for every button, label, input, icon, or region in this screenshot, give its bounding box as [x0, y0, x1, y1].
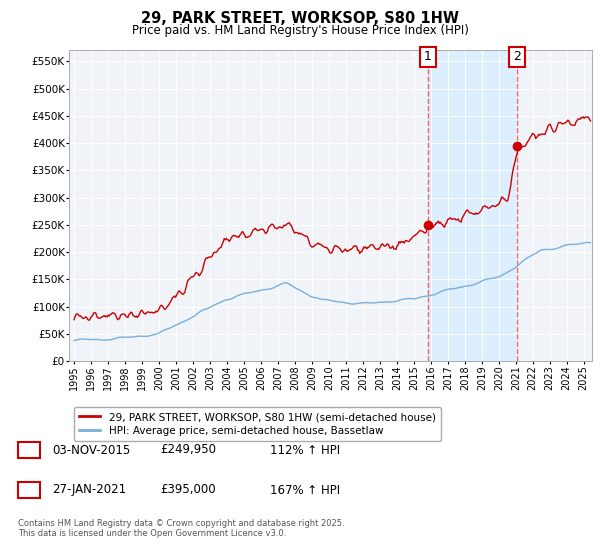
Text: 2: 2 — [513, 50, 521, 63]
Text: 03-NOV-2015: 03-NOV-2015 — [52, 444, 130, 456]
Text: 1: 1 — [25, 444, 33, 456]
Bar — [428, 50, 517, 361]
Text: £249,950: £249,950 — [160, 444, 216, 456]
FancyBboxPatch shape — [18, 442, 40, 458]
Text: 112% ↑ HPI: 112% ↑ HPI — [270, 444, 340, 456]
Text: 27-JAN-2021: 27-JAN-2021 — [52, 483, 126, 497]
Text: £395,000: £395,000 — [160, 483, 215, 497]
Legend: 29, PARK STREET, WORKSOP, S80 1HW (semi-detached house), HPI: Average price, sem: 29, PARK STREET, WORKSOP, S80 1HW (semi-… — [74, 407, 441, 441]
Text: 29, PARK STREET, WORKSOP, S80 1HW: 29, PARK STREET, WORKSOP, S80 1HW — [141, 11, 459, 26]
Text: Contains HM Land Registry data © Crown copyright and database right 2025.
This d: Contains HM Land Registry data © Crown c… — [18, 519, 344, 538]
Text: 1: 1 — [424, 50, 432, 63]
Text: 167% ↑ HPI: 167% ↑ HPI — [270, 483, 340, 497]
Text: Price paid vs. HM Land Registry's House Price Index (HPI): Price paid vs. HM Land Registry's House … — [131, 24, 469, 36]
Text: 2: 2 — [25, 483, 33, 497]
FancyBboxPatch shape — [18, 482, 40, 498]
